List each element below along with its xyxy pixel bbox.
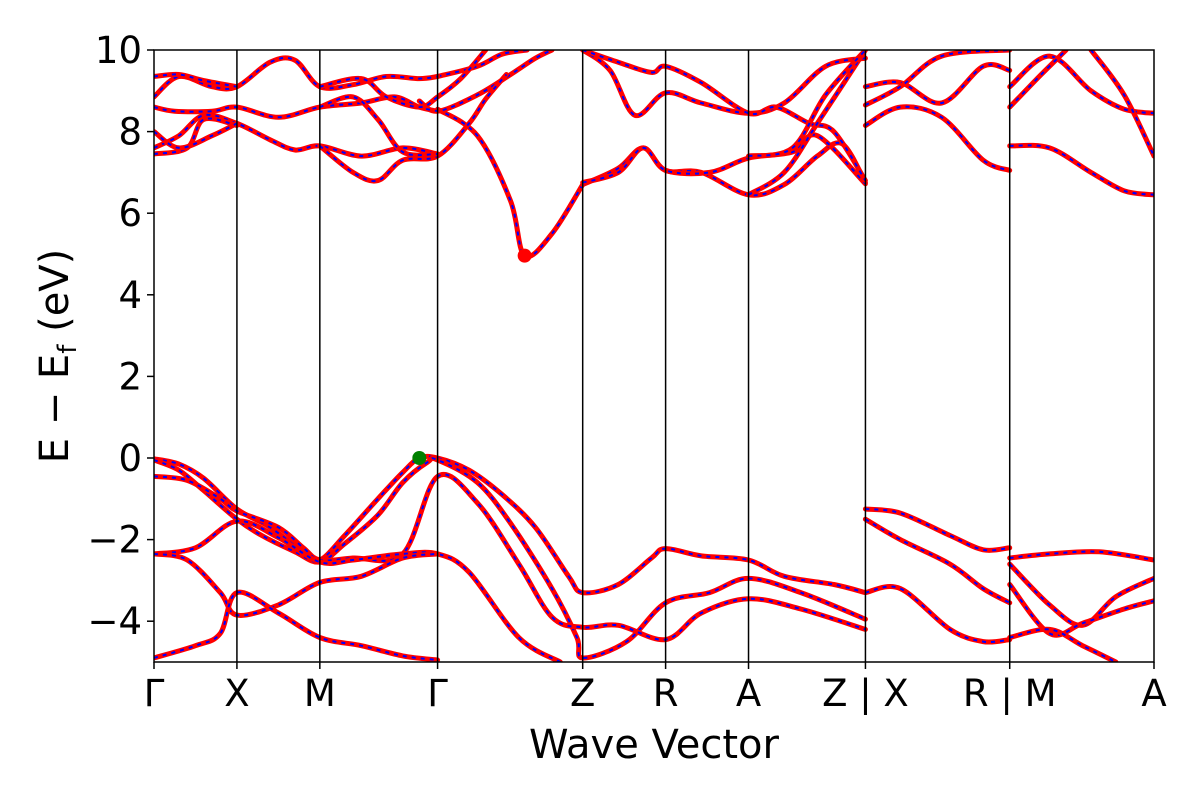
band-line-dash-24 — [319, 50, 487, 109]
band-line-37 — [1088, 50, 1154, 159]
band-line-2 — [154, 472, 868, 643]
band-line-dash-13 — [437, 108, 584, 258]
band-line-dash-14 — [437, 50, 528, 78]
y-axis-label-subscript: f — [53, 344, 83, 354]
band-edge-markers — [412, 248, 532, 465]
band-line-dash-18 — [154, 73, 238, 88]
x-tick-label-9: A — [1141, 672, 1166, 715]
band-line-33 — [862, 104, 1013, 173]
x-tick-label-6: A — [736, 672, 761, 715]
band-line-31 — [862, 62, 1013, 106]
band-line-13 — [435, 106, 586, 260]
x-tick-label-2: M — [304, 672, 336, 715]
band-line-dash-1 — [154, 457, 866, 659]
band-line-dash-3 — [154, 520, 561, 662]
band-line-dash-19 — [154, 113, 438, 158]
band-line-23 — [317, 94, 441, 158]
band-line-32 — [862, 50, 1013, 108]
plot-frame — [153, 49, 1155, 663]
band-line-dash-7 — [864, 518, 1011, 604]
band-line-4 — [154, 551, 441, 618]
band-line-dash-0 — [154, 455, 866, 594]
y-tick-label-5: 6 — [118, 192, 142, 235]
band-line-20 — [154, 116, 240, 157]
x-axis-label: Wave Vector — [529, 722, 780, 768]
band-line-36 — [1007, 142, 1154, 198]
y-axis-label: E − Ef (eV) — [32, 249, 83, 464]
x-tick-label-5: R — [653, 672, 679, 715]
y-tick-label-1: −2 — [87, 519, 142, 562]
band-line-dash-16 — [154, 95, 438, 119]
band-line-dash-22 — [154, 122, 238, 149]
band-line-6 — [862, 506, 1013, 553]
x-tick-label-0: Γ — [144, 672, 165, 715]
band-line-21 — [317, 72, 509, 184]
band-line-27 — [580, 50, 868, 118]
band-line-dash-8 — [865, 585, 1010, 644]
y-tick-label-3: 2 — [118, 355, 142, 398]
band-line-8 — [862, 584, 1013, 645]
band-line-dash-5 — [154, 591, 438, 661]
y-axis-ticks: −4 −2 0 2 4 6 8 10 — [87, 29, 154, 643]
y-tick-label-7: 10 — [95, 29, 142, 72]
band-line-dash-10 — [1008, 563, 1154, 627]
band-line-dash-31 — [865, 63, 1010, 105]
x-tick-label-7: Z | X — [822, 672, 909, 715]
band-line-5 — [154, 589, 441, 662]
band-line-dash-29 — [747, 50, 867, 196]
band-line-dash-21 — [319, 73, 508, 183]
y-axis-label-main: E − E — [32, 354, 78, 464]
x-tick-label-4: Z — [570, 672, 595, 715]
band-line-dash-30 — [748, 50, 867, 158]
y-tick-label-6: 8 — [118, 111, 142, 154]
band-line-dash-37 — [1090, 50, 1154, 157]
band-line-dash-11 — [1008, 583, 1154, 637]
band-line-dash-33 — [864, 105, 1011, 172]
band-edge-marker-1 — [412, 451, 427, 465]
band-line-dash-35 — [1008, 50, 1067, 108]
x-tick-label-3: Γ — [427, 672, 448, 715]
x-tick-label-1: X — [224, 672, 249, 715]
y-tick-label-2: 0 — [118, 437, 142, 480]
band-lines — [154, 50, 1154, 662]
y-tick-label-0: −4 — [87, 600, 142, 643]
y-axis-label-unit: (eV) — [32, 249, 78, 345]
y-tick-label-4: 4 — [118, 274, 142, 317]
x-tick-label-8: R | M — [963, 672, 1057, 715]
band-line-dash-4 — [154, 552, 438, 617]
band-edge-marker-0 — [517, 248, 532, 263]
band-line-dash-12 — [1009, 628, 1117, 662]
x-axis-ticks: Γ X M Γ Z R A Z | X R | M A — [144, 662, 1167, 715]
band-line-dash-17 — [154, 56, 438, 98]
band-line-dash-27 — [582, 50, 866, 117]
band-line-dash-36 — [1009, 144, 1154, 196]
band-line-dash-9 — [1009, 550, 1154, 561]
high-symmetry-lines — [236, 50, 1011, 662]
band-line-dash-28 — [582, 50, 867, 182]
